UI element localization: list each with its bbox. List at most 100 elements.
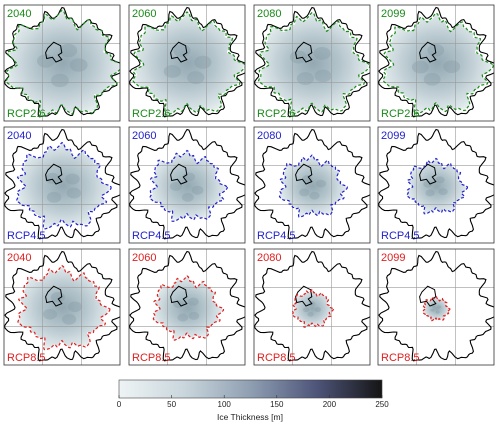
panel-scenario-label: RCP8.5 [7,352,46,364]
ice-thickness-patch [443,60,461,74]
ice-thickness-patch [187,71,205,85]
colorbar-tick-label: 0 [117,400,122,409]
projected-extent-outline [291,288,335,328]
projected-extent-outline [132,11,245,116]
ice-thickness-patch [177,313,189,322]
colorbar-gradient [118,379,383,399]
ice-thickness-patch [188,297,199,306]
projected-extent-outline [257,11,370,115]
ice-thickness-field [258,13,369,114]
ice-thickness-patch [411,60,429,74]
panel-rcp26-2080: 2080 RCP2.6 [253,4,371,122]
panel-scenario-label: RCP8.5 [381,352,420,364]
present-day-outline [129,250,245,362]
ice-thickness-patch [67,301,83,313]
panel-scenario-label: RCP2.6 [381,108,420,120]
ice-thickness-patch [430,308,435,312]
projected-extent-outline [382,12,494,115]
ice-thickness-patch [69,58,88,72]
ice-thickness-patch [194,55,212,69]
ice-thickness-field [292,289,333,327]
ice-thickness-patch [435,310,440,314]
panel-rcp45-2080: 2080 RCP4.5 [253,126,371,244]
panel-scenario-label: RCP2.6 [132,108,171,120]
present-day-outline [254,128,370,240]
panel-year-label: 2080 [257,130,281,142]
ice-thickness-patch [315,179,327,188]
ice-thickness-patch [307,311,314,317]
nunatak-outline [45,285,63,307]
panel-rcp45-2099: 2099 RCP4.5 [377,126,495,244]
ice-thickness-field [16,143,110,228]
projected-extent-outline [152,275,225,341]
ice-thickness-patch [302,307,310,313]
panel-scenario-label: RCP8.5 [257,352,296,364]
ice-thickness-patch [50,73,69,88]
ice-thickness-patch [191,185,204,195]
panel-frame [253,126,371,244]
ice-thickness-field [423,296,450,321]
present-day-outline [129,6,245,118]
ice-thickness-patch [425,189,435,197]
panel-frame [128,4,246,122]
projected-extent-outline [406,157,469,215]
panel-year-label: 2040 [7,252,31,264]
panel-frame [128,126,246,244]
nunatak-outline [295,163,313,185]
projected-extent-outline [16,141,112,230]
ice-thickness-patch [423,180,433,188]
ice-thickness-patch [66,187,82,199]
panel-frame [253,4,371,122]
panel-scenario-label: RCP4.5 [381,230,420,242]
ice-thickness-field [279,155,347,217]
ice-thickness-patch [65,173,80,185]
nunatak-outline [419,41,437,63]
projected-extent-outline [17,264,111,351]
present-day-outline [378,6,494,118]
panel-grid: 2040 RCP2.6 2060 RCP2.6 2080 RCP2.6 2099 RCP2.6… [3,4,495,366]
present-day-outline [254,250,370,362]
ice-thickness-patch [437,305,442,309]
present-day-outline [378,128,494,240]
ice-thickness-patch [42,308,58,320]
ice-thickness-patch [314,307,322,313]
panel-year-label: 2060 [132,130,156,142]
nunatak-outline [295,285,313,307]
ice-thickness-patch [313,47,331,60]
colorbar: 0 50 100 150 200 250 Ice Thickness [m] [117,379,389,422]
panel-year-label: 2099 [381,8,405,20]
nunatak-outline [170,41,188,63]
ice-thickness-patch [435,176,445,184]
panel-rcp85-2040: 2040 RCP8.5 [3,248,121,366]
nunatak-outline [170,285,188,307]
panel-frame [128,248,246,366]
present-day-outline [129,128,245,240]
panel-scenario-label: RCP4.5 [132,230,171,242]
ice-thickness-patch [59,43,78,58]
nunatak-outline [45,41,63,63]
panel-scenario-label: RCP4.5 [257,230,296,242]
panel-year-label: 2060 [132,252,156,264]
panel-scenario-label: RCP2.6 [7,108,46,120]
ice-thickness-patch [431,304,436,308]
panel-rcp26-2040: 2040 RCP2.6 [3,4,121,122]
ice-thickness-patch [289,50,307,64]
ice-thickness-field [406,159,467,214]
ice-thickness-patch [62,314,77,325]
present-day-outline [254,6,370,118]
projected-extent-outline [5,9,120,118]
panel-scenario-label: RCP4.5 [7,230,46,242]
ice-thickness-patch [302,175,313,183]
nunatak-outline [419,285,437,307]
panel-year-label: 2040 [7,8,31,20]
panel-frame [3,126,121,244]
ice-thickness-patch [181,192,194,202]
ice-thickness-patch [423,72,441,86]
present-day-outline [4,250,120,362]
ice-thickness-patch [298,188,310,197]
colorbar-tick-label: 200 [323,400,337,409]
colorbar-tick-label: 50 [167,400,176,409]
projected-extent-outline [149,149,228,222]
panel-frame [377,248,495,366]
